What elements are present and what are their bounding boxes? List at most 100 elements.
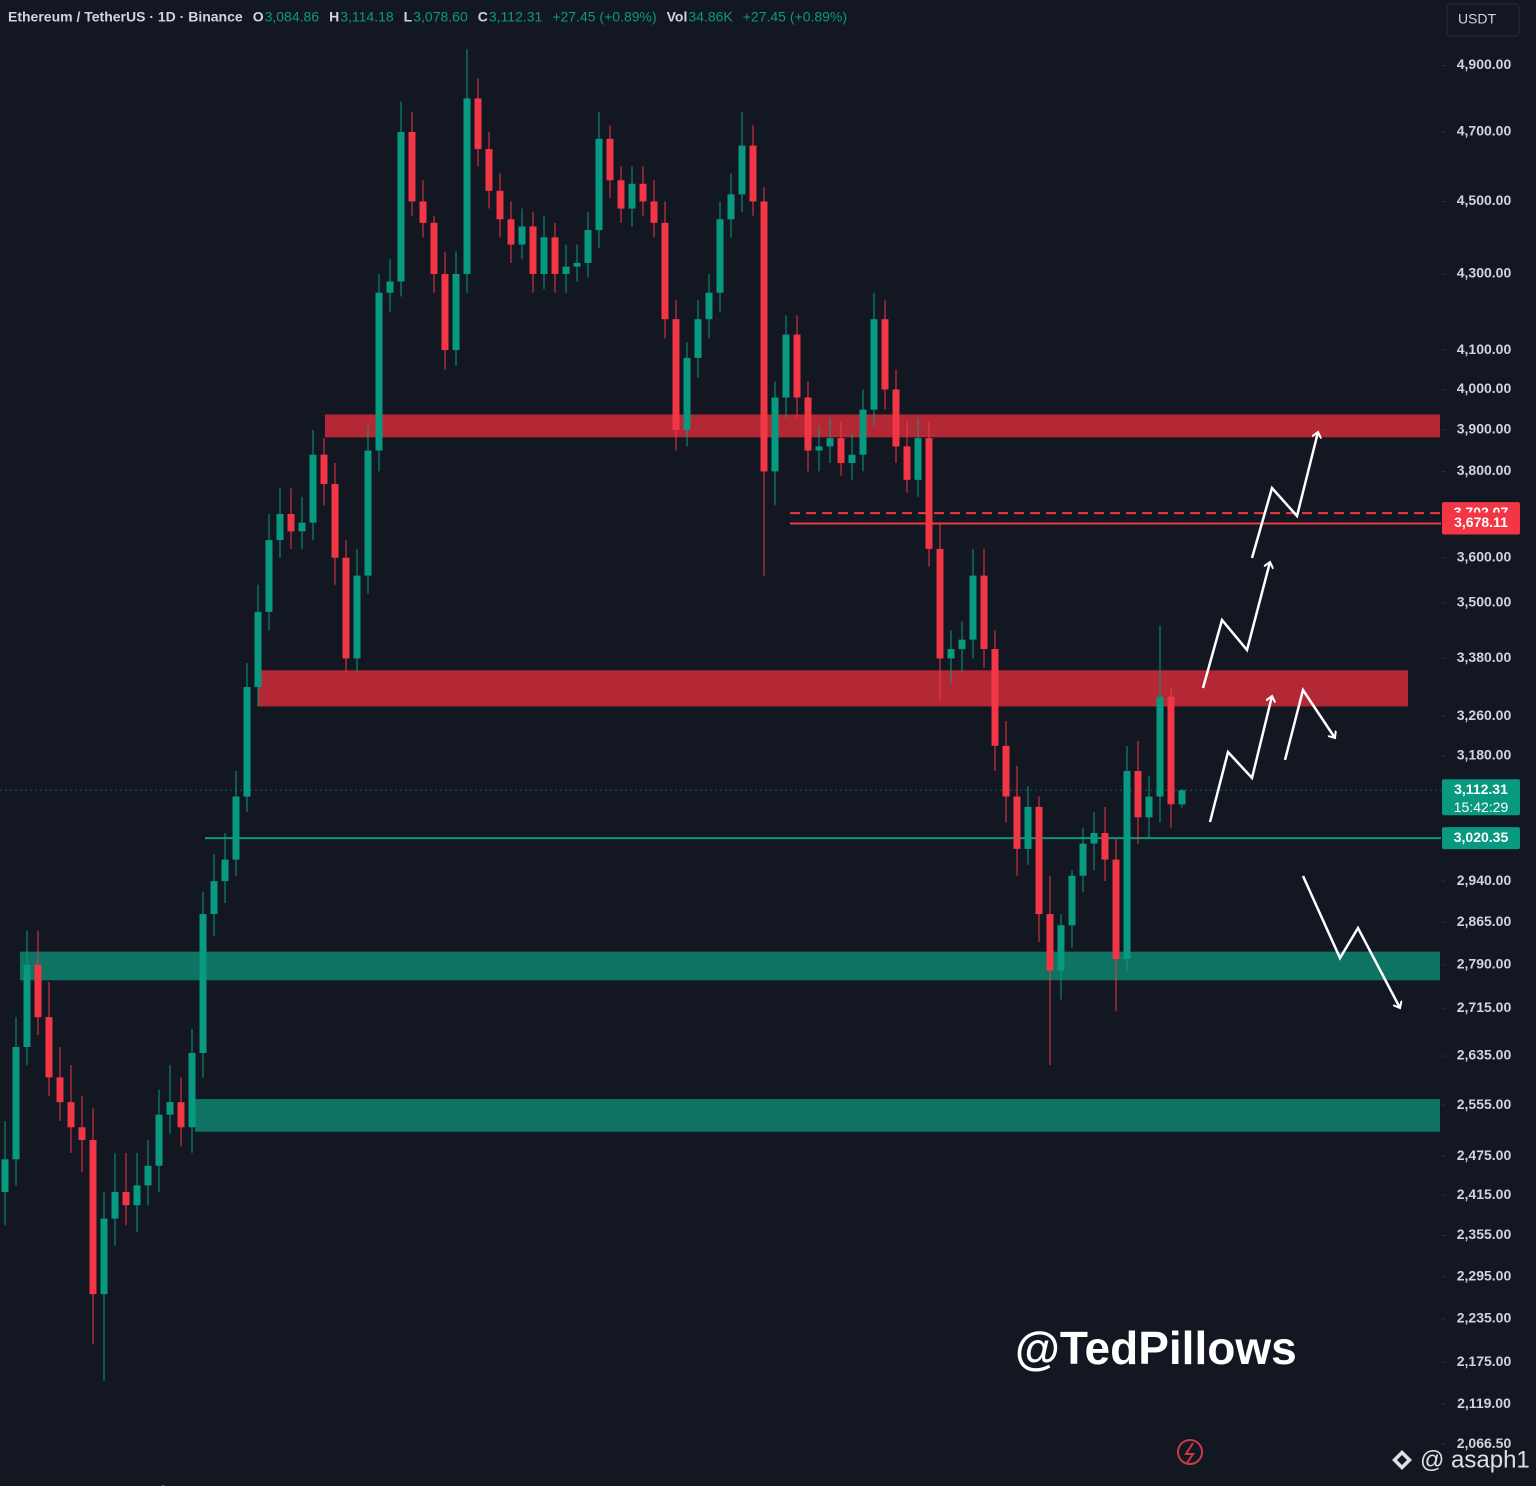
field-value: +27.45 (+0.89%) [552,9,656,25]
candle-body [914,438,922,480]
y-tick-label: 2,119.00 [1457,1395,1511,1411]
candle-body [452,274,460,351]
candle-body [45,1017,53,1078]
candle-body [199,914,207,1054]
field-value: 3,084.86 [265,9,320,25]
candle-body [188,1053,196,1128]
candle-body [551,237,559,275]
candle-body [672,319,680,430]
candle-body [485,149,493,191]
candle-body [78,1127,86,1141]
candle-body [903,446,911,480]
y-tick-label: 3,600.00 [1457,548,1512,564]
y-tick-label: 2,555.00 [1457,1096,1512,1112]
field-key: L [404,9,413,25]
y-tick-label: 2,635.00 [1457,1047,1512,1063]
candle-body [617,180,625,209]
y-tick-label: 2,790.00 [1457,955,1512,971]
candle-body [793,334,801,398]
countdown: 15:42:29 [1454,799,1509,815]
candle-body [518,226,526,245]
y-tick-label: 4,300.00 [1457,265,1512,281]
candle-body [958,639,966,650]
candle-body [716,219,724,293]
candle-body [562,266,570,275]
field-value: +27.45 (+0.89%) [743,9,847,25]
candle-body [155,1114,163,1166]
x-tick-label: 2026 [1289,1483,1320,1486]
candle-body [991,649,999,746]
candle-body [1057,925,1065,971]
candle-body [1035,806,1043,915]
candle-body [1112,859,1120,960]
candle-body [859,409,867,455]
price-badge [1442,779,1520,816]
candle-body [12,1046,20,1160]
y-tick-label: 3,800.00 [1457,462,1512,478]
y-tick-label: 3,500.00 [1457,593,1512,609]
candle-body [1,1159,9,1192]
candles [1,49,1186,1381]
y-tick-label: 2,295.00 [1457,1267,1512,1283]
candle-body [683,357,691,430]
projection-arrows [1201,432,1400,1008]
candle-body [287,513,295,532]
candle-body [441,274,449,351]
candle-body [320,454,328,485]
candle-body [771,397,779,472]
candle-body [1024,806,1032,849]
y-tick-label: 4,700.00 [1457,123,1512,139]
candle-body [1013,796,1021,849]
arrow [1301,875,1400,1008]
candle-body [177,1102,185,1128]
candle-body [694,319,702,358]
candle-body [419,201,427,223]
x-tick-label: Nov [907,1483,934,1486]
candle-body [936,548,944,659]
x-tick-label: Oct [718,1483,742,1486]
candle-body [133,1185,141,1206]
y-tick-label: 4,000.00 [1457,380,1512,396]
y-tick-label: 3,900.00 [1457,421,1512,437]
y-tick-label: 2,235.00 [1457,1310,1512,1326]
candle-body [254,611,262,688]
candle-body [331,484,339,558]
candle-body [56,1077,64,1103]
candle-body [100,1218,108,1295]
candle-body [474,98,482,150]
candle-body [375,292,383,451]
candle-body [353,575,361,659]
candle-body [67,1102,75,1128]
y-tick-label: 3,260.00 [1457,707,1512,723]
candle-body [804,397,812,451]
field-key: H [329,9,339,25]
price-badge-label: 3,112.31 [1454,781,1508,797]
y-tick-label: 2,355.00 [1457,1226,1512,1242]
candle-body [749,145,757,202]
candle-body [342,557,350,659]
credit: @ asaph1 [1420,1446,1530,1473]
zones [20,414,1440,1132]
candle-body [1156,696,1164,797]
currency-button[interactable] [1446,3,1520,37]
candle-body [265,540,273,612]
candle-body [111,1191,119,1219]
candle-body [1002,745,1010,797]
candle-body [23,964,31,1047]
arrow [1201,562,1270,689]
candle-body [144,1165,152,1186]
candle-body [122,1191,130,1206]
candle-body [969,575,977,640]
header: Ethereum / TetherUS · 1D · Binance O 3,084… [8,9,847,25]
candle-body [1178,790,1186,805]
candle-body [1123,770,1131,960]
y-tick-label: 4,900.00 [1457,56,1512,72]
price-badge-label: 3,678.11 [1454,514,1508,530]
candle-body [221,859,229,882]
zone [195,1099,1440,1132]
arrow [1250,432,1318,559]
candle-body [815,446,823,451]
